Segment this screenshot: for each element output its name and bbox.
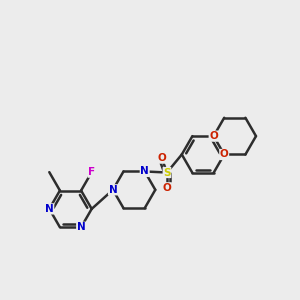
Text: O: O (220, 149, 229, 160)
Text: N: N (77, 222, 85, 232)
Text: O: O (163, 183, 171, 193)
Text: N: N (45, 204, 54, 214)
Text: O: O (157, 153, 166, 163)
Text: O: O (209, 131, 218, 141)
Text: N: N (109, 185, 117, 195)
Text: N: N (140, 167, 149, 176)
Text: S: S (163, 167, 171, 178)
Text: F: F (88, 167, 95, 177)
